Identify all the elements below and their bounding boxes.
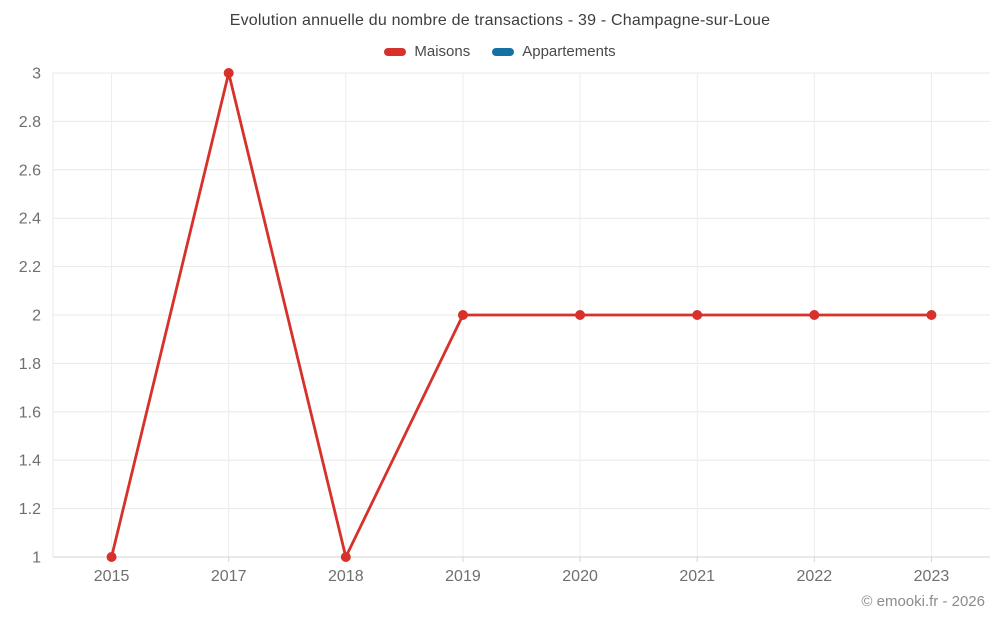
y-axis-label: 1.4 [19, 453, 41, 470]
legend-swatch-maisons [384, 47, 407, 56]
legend-item-maisons[interactable]: Maisons [384, 43, 470, 60]
x-axis-label: 2021 [679, 568, 715, 585]
data-point-maisons-2021[interactable] [692, 310, 703, 320]
y-axis-label: 2.2 [19, 259, 41, 276]
x-axis-label: 2020 [562, 568, 598, 585]
series-line-maisons[interactable] [110, 71, 932, 559]
y-axis-label: 2.4 [19, 211, 41, 228]
data-point-maisons-2023[interactable] [926, 310, 937, 320]
y-axis-label: 1.8 [19, 356, 41, 373]
legend-item-appartements[interactable]: Appartements [492, 43, 616, 60]
legend-label: Maisons [414, 43, 471, 60]
data-point-maisons-2017[interactable] [223, 68, 234, 78]
y-axis-label: 1.6 [19, 404, 41, 421]
x-axis-label: 2017 [211, 568, 247, 585]
y-axis-label: 3 [32, 66, 41, 83]
x-axis-label: 2019 [445, 568, 481, 585]
chart-title: Evolution annuelle du nombre de transact… [229, 12, 771, 29]
legend-swatch-appartements [492, 47, 515, 56]
x-axis-label: 2023 [914, 568, 950, 585]
data-point-maisons-2022[interactable] [809, 310, 820, 320]
y-axis-label: 2 [32, 308, 41, 325]
y-axis-label: 1 [32, 550, 41, 567]
data-point-maisons-2015[interactable] [106, 552, 117, 562]
x-axis-label: 2022 [797, 568, 833, 585]
y-axis-label: 1.2 [19, 501, 41, 518]
y-axis-label: 2.8 [19, 114, 41, 131]
data-point-maisons-2020[interactable] [575, 310, 586, 320]
x-axis-label: 2018 [328, 568, 364, 585]
x-axis-label: 2015 [94, 568, 130, 585]
legend: Maisons Appartements [0, 43, 1000, 60]
legend-label: Appartements [522, 43, 616, 60]
data-point-maisons-2018[interactable] [340, 552, 351, 562]
y-axis-label: 2.6 [19, 162, 41, 179]
data-point-maisons-2019[interactable] [457, 310, 468, 320]
copyright: © emooki.fr - 2026 [861, 593, 985, 610]
